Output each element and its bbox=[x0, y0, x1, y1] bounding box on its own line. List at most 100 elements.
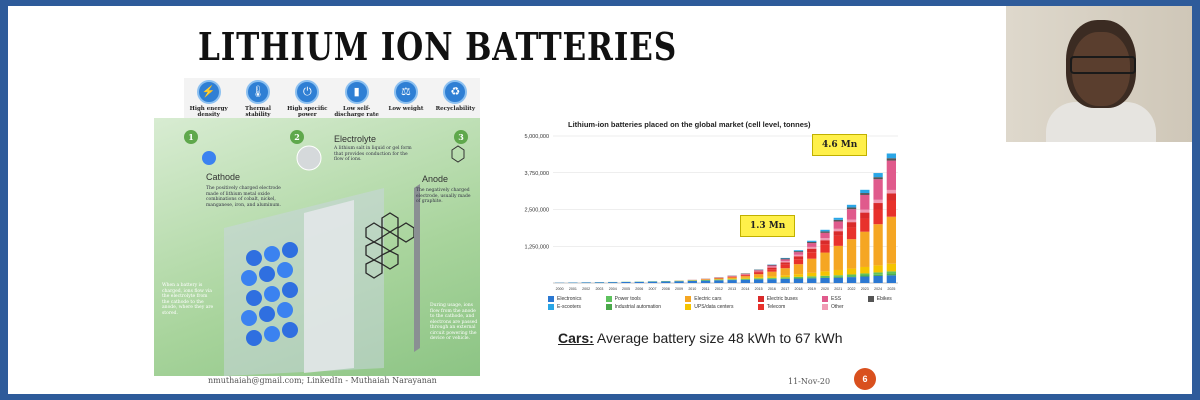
bar-segment bbox=[833, 269, 843, 276]
webcam-feed bbox=[1006, 6, 1192, 142]
anode-graphite bbox=[365, 212, 415, 279]
anode-plate bbox=[414, 184, 420, 352]
bar-segment bbox=[767, 269, 777, 272]
legend-swatch bbox=[822, 304, 829, 310]
x-tick-label: 2020 bbox=[821, 287, 829, 291]
bar-segment bbox=[780, 257, 790, 259]
legend-item: Power tools bbox=[605, 296, 678, 302]
y-tick-label: 2,500,000 bbox=[525, 208, 549, 214]
bar-segment bbox=[860, 212, 870, 219]
footer-contact: nmuthaiah@gmail.com; LinkedIn - Muthaiah… bbox=[208, 376, 437, 385]
energy-density-icon: ⚡ bbox=[196, 80, 221, 104]
bar-segment bbox=[820, 232, 830, 239]
bar-segment bbox=[846, 207, 857, 210]
bar-segment bbox=[820, 277, 830, 279]
bar-segment bbox=[833, 275, 843, 277]
bar-segment bbox=[740, 278, 751, 280]
legend-item: Industrial automation bbox=[605, 304, 678, 310]
x-tick-label: 2003 bbox=[595, 287, 603, 291]
bar-segment bbox=[793, 259, 804, 265]
bar-segment bbox=[807, 243, 817, 247]
bar-segment bbox=[674, 281, 684, 283]
legend-item: Other bbox=[822, 304, 860, 310]
y-tick-label: 1,250,000 bbox=[525, 244, 549, 250]
bar-segment bbox=[754, 277, 764, 279]
property-thermal-stability: 🌡 Thermal stability bbox=[234, 78, 282, 124]
bar-segment bbox=[780, 278, 790, 283]
bar-segment bbox=[740, 277, 751, 279]
bar-segment bbox=[846, 276, 857, 278]
legend-label: Telecom bbox=[766, 304, 786, 310]
x-tick-label: 2006 bbox=[635, 287, 643, 291]
x-tick-label: 2012 bbox=[715, 287, 723, 291]
legend-label: Industrial automation bbox=[614, 304, 662, 310]
bar-segment bbox=[833, 217, 843, 220]
stacked-bar-chart: 5,000,000 3,750,000 2,500,000 1,250,000 2000… bbox=[525, 134, 898, 291]
x-tick-label: 2014 bbox=[741, 287, 749, 291]
bar-segment bbox=[860, 276, 870, 283]
bar-segment bbox=[754, 270, 764, 271]
electrolyte-heading: Electrolyte bbox=[334, 134, 377, 144]
x-tick-label: 2016 bbox=[768, 287, 776, 291]
cathode-heading: Cathode bbox=[206, 172, 241, 182]
bar-segment bbox=[740, 275, 751, 277]
bar-segment bbox=[793, 250, 804, 252]
bar-segment bbox=[793, 251, 804, 253]
bar-segment bbox=[886, 189, 897, 194]
legend-item: E-scooters bbox=[548, 304, 598, 310]
bar-segment bbox=[886, 193, 897, 201]
bar-segment bbox=[714, 279, 724, 281]
bar-segment bbox=[807, 240, 817, 242]
bar-segment bbox=[846, 268, 857, 275]
bar-segment bbox=[860, 209, 870, 213]
bar-segment bbox=[727, 280, 737, 283]
legend-swatch bbox=[757, 296, 764, 302]
bar-segment bbox=[754, 270, 764, 272]
bar-segment bbox=[767, 276, 777, 278]
bar-segment bbox=[767, 264, 777, 266]
cars-note: Cars: Average battery size 48 kWh to 67 … bbox=[558, 330, 843, 346]
bar-segment bbox=[860, 194, 870, 210]
bar-segment bbox=[820, 238, 830, 241]
bar-segment bbox=[621, 281, 631, 283]
cars-text: Average battery size 48 kWh to 67 kWh bbox=[596, 330, 843, 346]
bar-segment bbox=[820, 252, 830, 272]
y-tick-label: 5,000,000 bbox=[525, 134, 549, 140]
separator bbox=[304, 200, 354, 373]
bar-segment bbox=[807, 277, 817, 279]
bar-segment bbox=[608, 282, 618, 283]
electrolyte-description: A lithium salt in liquid or gel form tha… bbox=[334, 146, 412, 162]
bar-segment bbox=[767, 265, 777, 267]
x-tick-label: 2004 bbox=[609, 287, 617, 291]
anode-heading: Anode bbox=[422, 174, 449, 184]
legend-swatch bbox=[867, 296, 874, 302]
bar-segment bbox=[860, 275, 870, 277]
bar-segment bbox=[820, 240, 830, 245]
property-label: High specific power bbox=[287, 106, 328, 118]
bar-segment bbox=[846, 222, 857, 228]
bar-segment bbox=[793, 276, 804, 279]
bar-segment bbox=[793, 256, 804, 260]
property-label: Thermal stability bbox=[245, 106, 271, 118]
bar-segment bbox=[873, 173, 883, 178]
bar-segment bbox=[846, 239, 857, 269]
legend-label: Electric buses bbox=[766, 296, 798, 302]
x-tick-label: 2019 bbox=[808, 287, 816, 291]
bar-segment bbox=[886, 274, 897, 276]
bar-segment bbox=[820, 244, 830, 253]
bar-segment bbox=[886, 200, 897, 217]
bar-segment bbox=[767, 279, 777, 283]
bar-segment bbox=[846, 209, 857, 220]
bar-segment bbox=[700, 280, 711, 281]
x-tick-label: 2005 bbox=[622, 287, 630, 291]
anode-symbol bbox=[451, 145, 465, 163]
bar-segment bbox=[594, 282, 605, 283]
x-tick-label: 2000 bbox=[556, 287, 564, 291]
bar-segment bbox=[860, 193, 870, 195]
x-tick-label: 2013 bbox=[728, 287, 736, 291]
bar-segment bbox=[846, 204, 857, 208]
presenter-glasses bbox=[1070, 56, 1136, 74]
bar-segment bbox=[780, 268, 790, 276]
bar-segment bbox=[793, 278, 804, 279]
bar-segment bbox=[807, 252, 817, 259]
